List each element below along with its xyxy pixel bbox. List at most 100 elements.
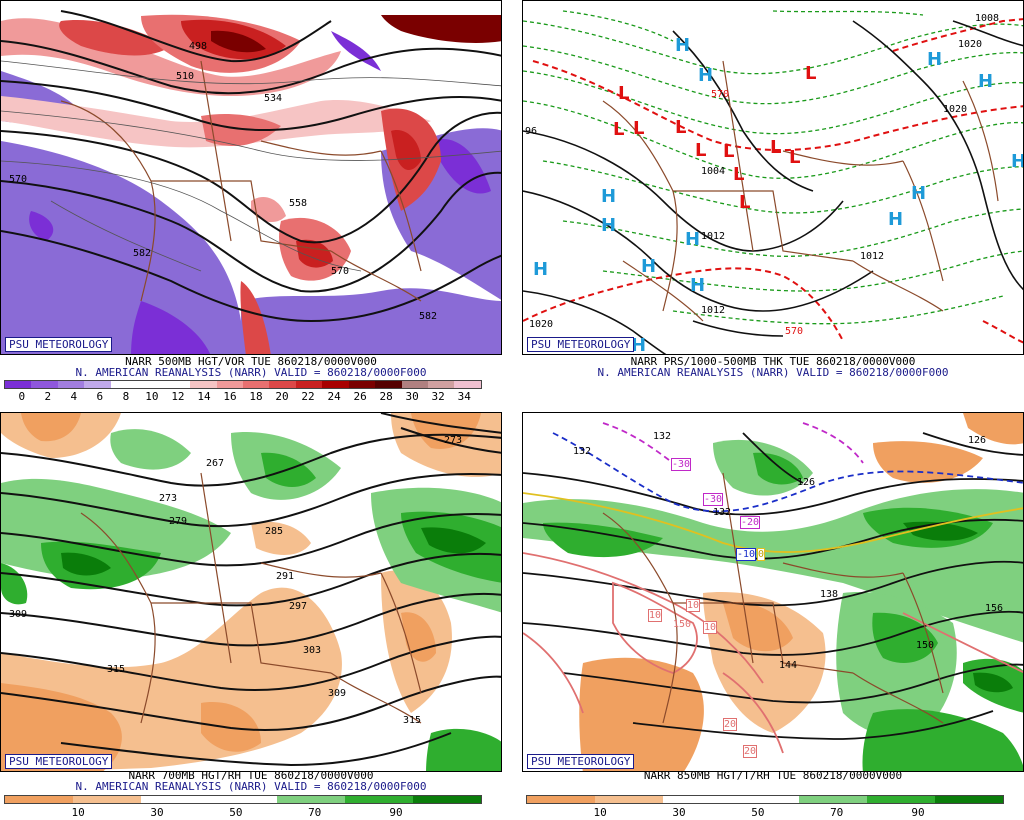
panel-title: NARR 700MB HGT/RH TUE 860218/0000V000 — [128, 769, 374, 782]
colorbar-swatch — [73, 796, 141, 803]
contour-label: 1020 — [958, 39, 983, 50]
colorbar-swatch — [277, 796, 345, 803]
contour-label: 1012 — [701, 305, 726, 316]
colorbar-tick-label: 20 — [275, 390, 289, 403]
panel-subtitle: N. AMERICAN REANALYSIS (NARR) VALID = 86… — [75, 780, 427, 793]
colorbar-swatch — [527, 796, 595, 803]
colorbar-swatch — [269, 381, 296, 388]
colorbar-tick-label: 50 — [751, 806, 765, 819]
colorbar-swatch — [935, 796, 1003, 803]
panel-title: NARR 850MB HGT/T/RH TUE 860218/0000V000 — [643, 769, 903, 782]
colorbar-tick-label: 16 — [223, 390, 237, 403]
low-pressure-center: L — [613, 119, 625, 140]
colorbar-swatch — [57, 381, 85, 388]
vorticity-colorbar-ticks: 0 2 4 6 8 10 12 14 16 18 20 22 24 26 28 30 32 34 — [4, 390, 482, 403]
contour-label: 534 — [264, 93, 283, 104]
high-pressure-center: H — [1011, 151, 1023, 172]
colorbar-swatch — [163, 381, 191, 388]
colorbar-swatch — [663, 796, 731, 803]
contour-label: 510 — [176, 71, 195, 82]
map-850mb: 132 132 126 138 144 150 156 126 132 -30 … — [522, 412, 1024, 772]
map-850mb-graphic — [523, 413, 1023, 771]
colorbar-tick-label: 4 — [70, 390, 78, 403]
contour-label: 570 — [331, 266, 350, 277]
colorbar-tick-label: 26 — [353, 390, 367, 403]
low-pressure-center: L — [695, 140, 707, 161]
colorbar-tick-label: 32 — [431, 390, 445, 403]
low-pressure-center: L — [675, 117, 687, 138]
high-pressure-center: H — [601, 215, 617, 236]
contour-label: 279 — [169, 516, 188, 527]
contour-label: 315 — [403, 715, 422, 726]
colorbar-tick-label: 70 — [830, 806, 844, 819]
contour-label: 144 — [779, 660, 798, 671]
colorbar-swatch — [413, 796, 481, 803]
contour-label: 156 — [985, 603, 1004, 614]
contour-label: 303 — [303, 645, 322, 656]
low-pressure-center: L — [733, 164, 745, 185]
panel-700mb-hgt-rh: 267 273 279 285 291 297 303 309 315 309 … — [0, 412, 502, 820]
temp-label: -30 — [703, 493, 724, 506]
map-700mb: 267 273 279 285 291 297 303 309 315 309 … — [0, 412, 502, 772]
contour-label: 297 — [289, 601, 308, 612]
high-pressure-center: H — [698, 65, 714, 86]
high-pressure-center: H — [631, 335, 647, 355]
colorbar-tick-label: 30 — [672, 806, 686, 819]
psu-meteorology-badge: PSU METEOROLOGY — [5, 754, 113, 769]
colorbar-tick-label: 0 — [18, 390, 26, 403]
colorbar-tick-label: 12 — [171, 390, 185, 403]
low-pressure-center: L — [789, 147, 801, 168]
colorbar-swatch — [322, 381, 349, 388]
rh-colorbar — [4, 795, 482, 804]
colorbar-tick-label: 14 — [197, 390, 211, 403]
temp-label: -20 — [740, 516, 761, 529]
colorbar-tick-label: 10 — [145, 390, 159, 403]
contour-label: 267 — [206, 458, 225, 469]
panel-850mb-hgt-t-rh: 132 132 126 138 144 150 156 126 132 -30 … — [522, 412, 1024, 820]
contour-label: 96 — [525, 126, 538, 137]
high-pressure-center: H — [888, 209, 904, 230]
colorbar-swatch — [401, 381, 428, 388]
panel-prs-thickness: HHHHHHHHHHHHHHLLLLLLLLLLL 1004 1012 1012… — [522, 0, 1024, 408]
colorbar-tick-label: 90 — [911, 806, 925, 819]
high-pressure-center: H — [675, 35, 691, 56]
low-pressure-center: L — [770, 137, 782, 158]
colorbar-swatch — [137, 381, 164, 388]
contour-label: 126 — [968, 435, 987, 446]
temp-label: 150 — [673, 619, 692, 630]
colorbar-swatch — [216, 381, 243, 388]
contour-label: 1012 — [860, 251, 885, 262]
rh-colorbar-ticks: 10 30 50 70 90 — [4, 806, 482, 819]
colorbar-tick-label: 30 — [405, 390, 419, 403]
panel-subtitle: N. AMERICAN REANALYSIS (NARR) VALID = 86… — [597, 366, 949, 379]
contour-label: 570 — [9, 174, 28, 185]
colorbar-tick-label: 8 — [122, 390, 130, 403]
rh-colorbar-ticks: 10 30 50 70 90 — [526, 806, 1004, 819]
map-prs-thickness: HHHHHHHHHHHHHHLLLLLLLLLLL 1004 1012 1012… — [522, 0, 1024, 355]
colorbar-swatch — [110, 381, 138, 388]
temp-label: 20 — [723, 718, 738, 731]
temp-label: -30 — [671, 458, 692, 471]
contour-label: 1012 — [701, 231, 726, 242]
temp-label: 0 — [757, 548, 766, 561]
contour-label: 1008 — [975, 13, 1000, 24]
colorbar-swatch — [209, 796, 277, 803]
colorbar-swatch — [242, 381, 270, 388]
colorbar-swatch — [454, 381, 481, 388]
contour-label: 132 — [713, 507, 732, 518]
contour-label: 132 — [573, 446, 592, 457]
contour-label: 582 — [133, 248, 152, 259]
colorbar-swatch — [731, 796, 799, 803]
colorbar-tick-label: 6 — [96, 390, 104, 403]
contour-label: 1020 — [529, 319, 554, 330]
colorbar-tick-label: 70 — [308, 806, 322, 819]
contour-label: 150 — [916, 640, 935, 651]
colorbar-tick-label: 2 — [44, 390, 52, 403]
contour-label: 315 — [107, 664, 126, 675]
contour-label: 1020 — [943, 104, 968, 115]
contour-label: 309 — [9, 609, 28, 620]
contour-label: 285 — [265, 526, 284, 537]
temp-label: 10 — [648, 609, 663, 622]
colorbar-swatch — [345, 796, 413, 803]
high-pressure-center: H — [927, 49, 943, 70]
